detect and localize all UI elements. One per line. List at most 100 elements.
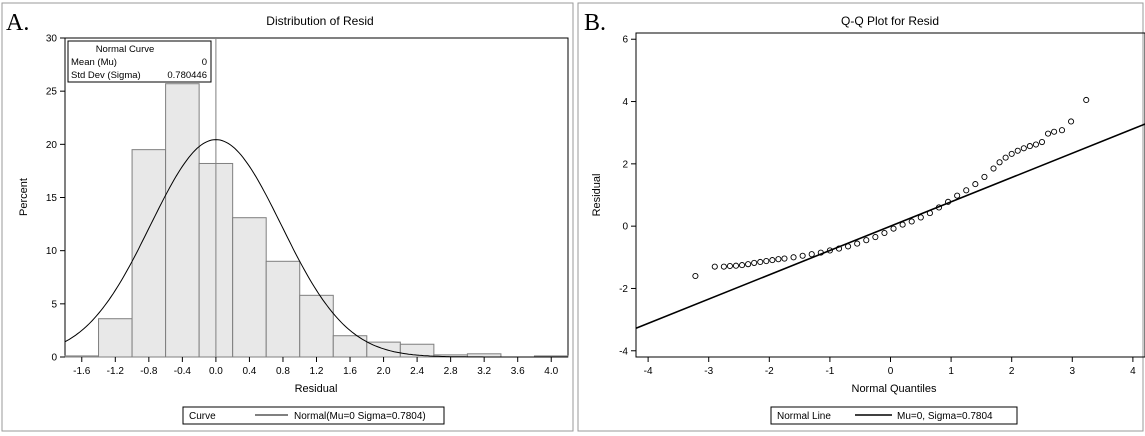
x-axis-ticks: -1.6 -1.2 -0.8 -0.4 0.0 0.4 0.8 1.2 1.6 2.0 2.4 2.8… — [73, 357, 559, 377]
qq-point — [954, 192, 961, 199]
qq-point — [963, 187, 970, 194]
x-tick-label: 3.2 — [477, 366, 491, 377]
y-tick-label: 0 — [622, 222, 628, 233]
x-tick-label: 2.8 — [444, 366, 458, 377]
x-axis-label: Residual — [295, 383, 338, 395]
qq-point — [799, 252, 806, 259]
x-tick-label: 0.0 — [209, 366, 223, 377]
x-tick-label: 2.4 — [410, 366, 424, 377]
qq-point — [720, 263, 727, 270]
y-tick-label: 6 — [622, 35, 628, 46]
qq-point — [1020, 145, 1027, 152]
x-tick-label: 4.0 — [544, 366, 558, 377]
legend-b-label: Mu=0, Sigma=0.7804 — [897, 411, 993, 422]
qq-point — [745, 261, 752, 268]
y-tick-label: 2 — [622, 159, 628, 170]
qq-point — [808, 251, 815, 258]
qq-point — [781, 255, 788, 262]
qq-point — [790, 254, 797, 261]
qq-point — [890, 225, 897, 232]
qq-point — [826, 247, 833, 254]
qq-point — [872, 234, 879, 241]
x-tick-label: 0 — [888, 366, 894, 377]
qq-point — [899, 221, 906, 228]
legend-b: Normal Line Mu=0, Sigma=0.7804 — [770, 406, 1018, 425]
panel-a: A. Distribution of Resid -1.6 -1.2 -0.8 -0.… — [1, 2, 574, 432]
histogram-bar — [265, 260, 301, 358]
x-tick-label: 2 — [1009, 366, 1015, 377]
x-tick-label: 3 — [1070, 366, 1076, 377]
y-tick-label: 5 — [51, 299, 57, 310]
y-tick-label: -4 — [619, 346, 628, 357]
histogram-bar — [299, 294, 334, 358]
qq-point — [1002, 154, 1009, 161]
y-tick-label: 0 — [51, 353, 57, 364]
qq-point — [817, 249, 824, 256]
x-tick-label: 4 — [1130, 366, 1136, 377]
qq-point — [1032, 141, 1039, 148]
x-tick-label: 3.6 — [511, 366, 525, 377]
chart-b-title: Q-Q Plot for Resid — [841, 14, 939, 28]
legend-a: Curve Normal(Mu=0 Sigma=0.7804) — [182, 406, 445, 425]
x-tick-label: -0.4 — [174, 366, 192, 377]
legend-a-label: Normal(Mu=0 Sigma=0.7804) — [294, 411, 426, 422]
qq-point — [692, 272, 699, 280]
histogram-bar — [131, 149, 167, 358]
qq-point — [917, 214, 924, 221]
histogram-bar — [232, 217, 267, 358]
legend-a-key: Curve — [189, 411, 216, 422]
inset-title: Normal Curve — [96, 44, 155, 55]
inset-sigma-value: 0.780446 — [167, 70, 207, 81]
inset-mean-label: Mean (Mu) — [71, 57, 117, 68]
x-axis-label-b: Normal Quantiles — [852, 383, 937, 395]
qq-point — [863, 237, 870, 244]
y-tick-label: 4 — [622, 97, 628, 108]
qq-point — [881, 229, 888, 237]
x-tick-label: 1.6 — [343, 366, 357, 377]
qq-point — [763, 257, 770, 265]
qq-point — [972, 181, 979, 188]
qq-point — [1014, 147, 1021, 154]
qq-points — [692, 96, 1090, 280]
qq-point — [711, 263, 718, 270]
panel-b: B. Q-Q Plot for Resid -4 -3 -2 -1 0 1 2 3 4 -4 -2… — [577, 2, 1145, 432]
qq-point — [732, 262, 740, 269]
qq-point — [769, 257, 776, 264]
histogram-bar — [64, 355, 100, 358]
qq-point — [1026, 143, 1033, 150]
qq-point — [845, 243, 852, 250]
qq-point — [775, 256, 782, 263]
y-axis-label: Percent — [18, 178, 30, 216]
qq-point — [1068, 118, 1075, 125]
qq-point — [1051, 128, 1058, 135]
qq-point — [854, 240, 861, 247]
qq-point — [981, 173, 988, 180]
y-axis-ticks-b: -4 -2 0 2 4 6 — [619, 35, 636, 357]
y-tick-label: 15 — [46, 193, 58, 204]
panel-a-letter: A. — [6, 10, 29, 36]
x-tick-label: 2.0 — [377, 366, 391, 377]
qq-point — [751, 259, 758, 266]
x-tick-label: -2 — [765, 366, 774, 377]
y-tick-label: 30 — [46, 34, 58, 45]
panel-b-letter: B. — [584, 10, 606, 36]
histogram-bar — [98, 318, 133, 358]
qq-point — [908, 218, 915, 225]
normal-curve-inset: Normal Curve Mean (Mu) 0 Std Dev (Sigma)… — [67, 40, 212, 83]
qq-point — [726, 262, 733, 270]
x-tick-label: -1 — [825, 366, 834, 377]
qq-point — [835, 245, 843, 252]
qq-point — [935, 204, 943, 211]
x-tick-label: -0.8 — [140, 366, 158, 377]
histogram-bar — [165, 83, 200, 358]
y-tick-label: -2 — [619, 284, 628, 295]
x-tick-label: 0.8 — [276, 366, 290, 377]
inset-sigma-label: Std Dev (Sigma) — [71, 70, 141, 81]
inset-mean-value: 0 — [202, 57, 207, 68]
qq-point — [996, 159, 1003, 166]
panel-b-frame — [577, 2, 1144, 432]
y-tick-label: 20 — [46, 140, 58, 151]
qq-point — [1058, 127, 1066, 134]
y-tick-label: 25 — [46, 87, 58, 98]
